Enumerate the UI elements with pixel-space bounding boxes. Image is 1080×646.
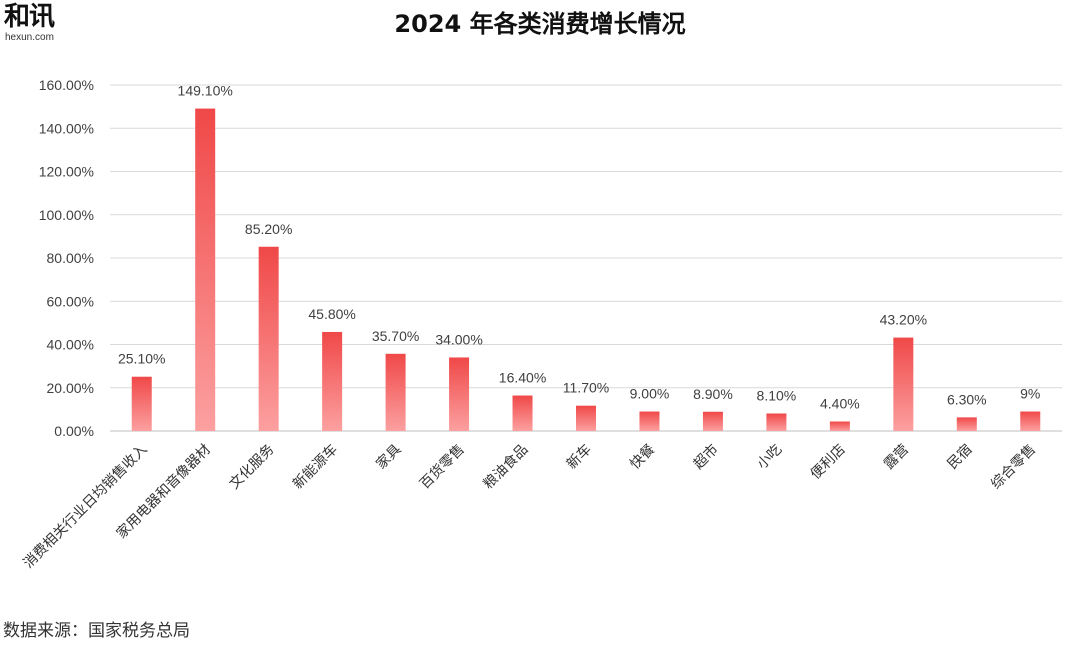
x-tick-label: 超市 [690,441,722,473]
hexun-logo: 和讯 hexun.com [4,2,74,46]
x-tick-label: 便利店 [808,442,849,483]
x-tick-label: 百货零售 [416,441,468,493]
data-source-note: 数据来源：国家税务总局 [3,621,190,641]
x-tick-label: 新能源车 [289,441,341,493]
bar [576,405,596,431]
y-tick-label: 140.00% [39,120,94,136]
bar [385,353,406,431]
chart-title: 2024 年各类消费增长情况 [394,10,686,38]
data-label: 8.10% [757,387,797,403]
data-label: 9.00% [630,386,670,402]
data-label: 16.40% [499,370,546,386]
y-tick-label: 100.00% [39,207,94,223]
x-tick-label: 消费相关行业日均销售收入 [20,442,150,572]
data-label: 34.00% [435,331,482,347]
logo-wordmark: 和讯 [4,2,55,32]
data-label: 6.30% [947,391,987,407]
logo-domain: hexun.com [5,32,54,43]
x-tick-label: 家具 [373,441,405,473]
data-label: 85.20% [245,221,292,237]
y-tick-label: 0.00% [54,423,94,439]
bar [956,417,977,431]
bar [829,421,850,431]
y-tick-label: 80.00% [47,250,94,266]
y-tick-label: 160.00% [39,77,94,93]
data-label: 25.10% [118,351,165,367]
x-tick-label: 露营 [881,442,912,473]
bar [1020,411,1041,431]
bar [512,395,533,431]
bars [131,108,1041,431]
data-label: 149.10% [178,83,233,99]
data-label: 35.70% [372,328,419,344]
x-axis-ticks: 消费相关行业日均销售收入家用电器和音像器材 文化服务 新能源车 家具 百货零售 粮油食品新… [20,441,1039,572]
data-label: 11.70% [563,380,609,396]
data-labels: 25.10% 149.10% 85.20% 45.80% 35.70% 34.00% 16.… [118,83,1040,412]
bar [893,337,914,431]
data-label: 9% [1020,386,1040,402]
x-tick-label: 新车 [563,441,595,473]
bar [322,331,343,431]
data-label: 8.90% [693,386,733,402]
y-tick-label: 40.00% [47,337,94,353]
bar [766,413,787,431]
x-tick-label: 粮油食品 [480,441,532,493]
y-axis-ticks: 0.00% 20.00% 40.00% 60.00% 80.00% 100.00% 120.… [39,77,94,439]
x-tick-label: 综合零售 [988,442,1039,493]
x-tick-label: 文化服务 [227,442,278,493]
bar [449,357,470,431]
x-tick-label: 民宿 [944,441,976,473]
y-tick-label: 120.00% [39,164,94,180]
data-label: 45.80% [308,306,355,322]
bar [702,411,723,431]
bar [639,411,660,431]
y-tick-label: 20.00% [47,380,94,396]
x-tick-label: 小吃 [754,442,785,473]
bar [131,376,152,431]
bar [258,246,279,431]
y-tick-label: 60.00% [47,293,94,309]
bar [195,108,216,431]
data-label: 4.40% [820,395,860,411]
data-label: 43.20% [880,312,927,328]
x-tick-label: 快餐 [627,442,658,473]
